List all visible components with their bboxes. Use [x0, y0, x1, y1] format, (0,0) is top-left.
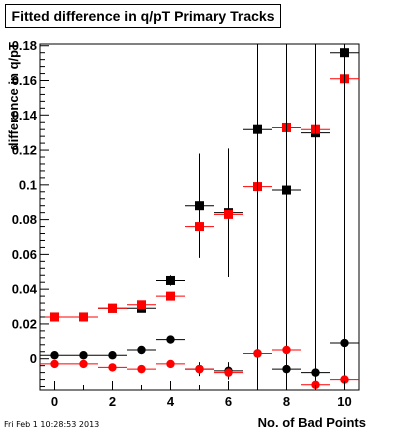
data-point [50, 312, 59, 322]
data-point [137, 300, 146, 310]
y-tick-label: 0.06 [12, 247, 37, 262]
x-axis-label: No. of Bad Points [258, 415, 366, 430]
x-tick-label: 0 [51, 394, 58, 409]
data-point [253, 349, 262, 358]
data-point [311, 368, 320, 377]
data-point [108, 363, 117, 372]
x-tick-label: 2 [109, 394, 116, 409]
data-point [79, 351, 88, 360]
x-tick-label: 10 [337, 394, 351, 409]
chart-title: Fitted difference in q/pT Primary Tracks [5, 4, 281, 28]
y-tick-label: 0 [30, 351, 37, 366]
data-point [79, 359, 88, 369]
data-point [282, 345, 291, 355]
axis-layer: 0 0.02 0.04 0.06 0.08 0.1 0.12 0.14 0.16 0.18 0 2 4 6… [12, 38, 352, 409]
y-tick-label: 0.12 [12, 143, 37, 158]
data-point [50, 359, 59, 369]
series-3 [40, 345, 359, 389]
data-point [166, 291, 175, 301]
y-tick-label: 0.14 [12, 108, 38, 123]
data-point [108, 351, 117, 360]
data-point [311, 380, 320, 389]
data-point [166, 359, 175, 369]
data-point [137, 364, 146, 374]
x-tick-label: 8 [283, 394, 290, 409]
series-layer [40, 44, 359, 390]
x-tick-label: 4 [167, 394, 175, 409]
data-point [137, 345, 146, 355]
data-point [166, 335, 175, 344]
y-tick-label: 0.08 [12, 212, 37, 227]
y-tick-label: 0.02 [12, 316, 37, 331]
data-point [79, 312, 88, 322]
data-point [195, 201, 204, 211]
data-point [50, 351, 59, 360]
timestamp: Fri Feb 1 10:28:53 2013 [4, 420, 100, 429]
data-point [224, 209, 233, 219]
y-tick-label: 0.16 [12, 73, 37, 88]
data-point [108, 303, 117, 313]
y-tick-label: 0.04 [12, 282, 38, 297]
series-0 [40, 44, 359, 390]
data-point [195, 222, 204, 232]
data-point [195, 364, 204, 374]
y-tick-label: 0.18 [12, 38, 37, 53]
data-point [340, 375, 349, 384]
data-point [166, 275, 175, 285]
x-tick-label: 6 [225, 394, 232, 409]
y-axis-label: difference in q/pT [6, 42, 21, 150]
data-point [340, 338, 349, 348]
data-point [224, 368, 233, 377]
data-point [282, 364, 291, 374]
y-tick-label: 0.1 [19, 177, 37, 192]
